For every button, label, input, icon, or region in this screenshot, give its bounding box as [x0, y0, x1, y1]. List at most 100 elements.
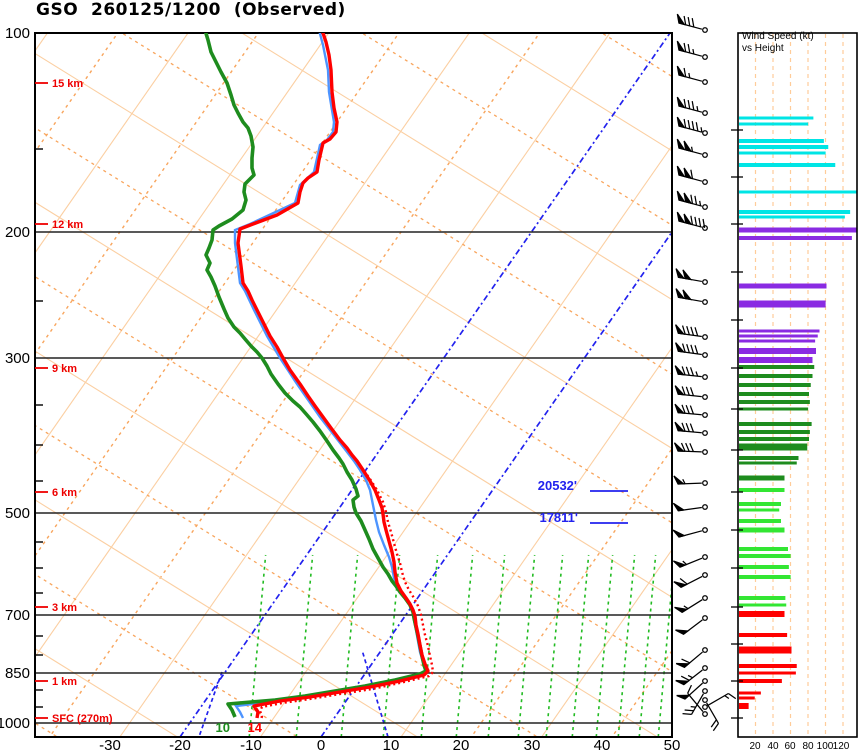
height-label: 12 km: [52, 219, 83, 231]
wind-speed-bar: [739, 703, 749, 709]
wind-barb: [676, 40, 708, 60]
wind-speed-bar: [739, 443, 808, 451]
wind-panel-header-line2: vs Height: [742, 43, 784, 54]
isobar-lines: 100 200 300 500 700 850 1000: [0, 25, 673, 738]
wind-speed-bar: [739, 603, 787, 607]
wind-speed-bar: [739, 374, 813, 378]
wind-speed-bar: [739, 646, 792, 654]
wind-speed-bar: [739, 565, 789, 569]
wind-speed-bar: [739, 139, 824, 143]
wind-barb: [674, 403, 708, 418]
wind-speed-bar: [739, 145, 829, 149]
pressure-label: 100: [5, 25, 30, 42]
height-label: 9 km: [52, 363, 77, 375]
pressure-label: 700: [5, 607, 30, 624]
wind-speed-bar: [739, 596, 786, 600]
wind-barb: [675, 665, 708, 686]
wind-barb: [676, 165, 708, 185]
dewpoint-curve: [204, 33, 428, 718]
wind-panel-header-line1: Wind Speed (kt): [742, 31, 814, 42]
wind-speed-bar: [739, 348, 816, 354]
wind-speed-bar: [739, 547, 788, 551]
annotations: 20532' 17811' 10 14: [216, 478, 628, 735]
wind-barb: [676, 96, 708, 116]
wind-barb: [675, 342, 708, 358]
temp-tick-label: 40: [594, 737, 611, 750]
temp-tick-label: -20: [169, 737, 191, 750]
wind-speed-bar: [739, 122, 809, 126]
temp-tick-label: -10: [240, 737, 262, 750]
wind-barb: [675, 647, 708, 669]
wind-speed-bar: [739, 664, 797, 668]
wind-speed-bar: [739, 163, 836, 167]
wind-speed-bar: [739, 519, 781, 523]
wind-barb: [674, 385, 708, 400]
wind-speed-bar: [739, 671, 796, 675]
pressure-label: 500: [5, 505, 30, 522]
wind-barb: [675, 288, 708, 305]
temp-tick-label: 0: [317, 737, 325, 750]
wind-speed-panel: 20 40 60 80 100 120: [731, 32, 858, 750]
wind-barb: [676, 138, 708, 158]
pressure-label: 1000: [0, 715, 30, 732]
wind-speed-bar: [739, 611, 785, 617]
wind-barbs: [672, 13, 737, 732]
page-title: GSO 260125/1200 (Observed): [36, 0, 346, 20]
pressure-label: 850: [5, 665, 30, 682]
wind-speed-bar: [739, 210, 851, 214]
wind-barb: [676, 116, 708, 136]
wind-speed-bar: [739, 357, 813, 363]
wind-speed-bar: [739, 236, 852, 240]
pressure-label: 200: [5, 224, 30, 241]
gridlines: [35, 33, 672, 737]
wind-speed-bar: [739, 227, 857, 233]
wind-barb: [702, 692, 737, 710]
wind-barb: [676, 190, 708, 210]
wind-barb: [676, 211, 708, 231]
height-label: 1 km: [52, 676, 77, 688]
wind-panel-tick-label: 100: [817, 741, 834, 750]
annotation-label: 17811': [539, 510, 578, 525]
wind-speed-bar: [739, 407, 809, 411]
sounding-curves: [204, 33, 435, 721]
wind-barb: [674, 421, 708, 436]
wind-speed-bar: [739, 116, 814, 120]
wind-speed-bar: [739, 334, 818, 338]
wind-speed-bar: [739, 679, 782, 683]
wind-barb: [673, 442, 708, 455]
wind-panel-tick-label: 40: [767, 741, 779, 750]
wind-speed-bar: [739, 456, 799, 460]
wind-speed-bar: [739, 502, 781, 506]
wind-barb: [702, 697, 720, 732]
temperature-curve: [236, 33, 430, 719]
height-label: 6 km: [52, 487, 77, 499]
wind-speed-bar: [739, 300, 826, 308]
annotation-label: 20532': [538, 478, 577, 493]
temperature-dotted-curve: [258, 462, 435, 721]
wind-speed-bar: [739, 475, 785, 481]
wind-barb: [673, 572, 708, 588]
wind-speed-bar: [739, 329, 820, 333]
wind-barb: [676, 13, 708, 33]
wind-speed-bar: [739, 383, 811, 387]
wind-barb: [673, 475, 708, 486]
wind-barb: [675, 615, 708, 635]
wind-panel-tick-label: 20: [749, 741, 761, 750]
temp-tick-label: 10: [383, 737, 400, 750]
wind-speed-bar: [739, 488, 785, 492]
wind-speed-bar: [739, 151, 826, 155]
height-label: SFC (270m): [52, 713, 113, 725]
temp-tick-label: 30: [524, 737, 541, 750]
temp-tick-label: 50: [664, 737, 681, 750]
wind-speed-bar: [739, 691, 761, 695]
wind-panel-tick-label: 120: [833, 741, 850, 750]
wind-speed-bar: [739, 554, 791, 558]
wind-barb: [675, 324, 708, 340]
wind-speed-bar: [739, 400, 810, 404]
wind-speed-bar: [739, 461, 797, 465]
wind-speed-bar: [739, 508, 780, 512]
wind-speed-bar: [739, 190, 857, 194]
wind-barb: [675, 268, 708, 285]
wind-speed-bar: [739, 527, 785, 533]
